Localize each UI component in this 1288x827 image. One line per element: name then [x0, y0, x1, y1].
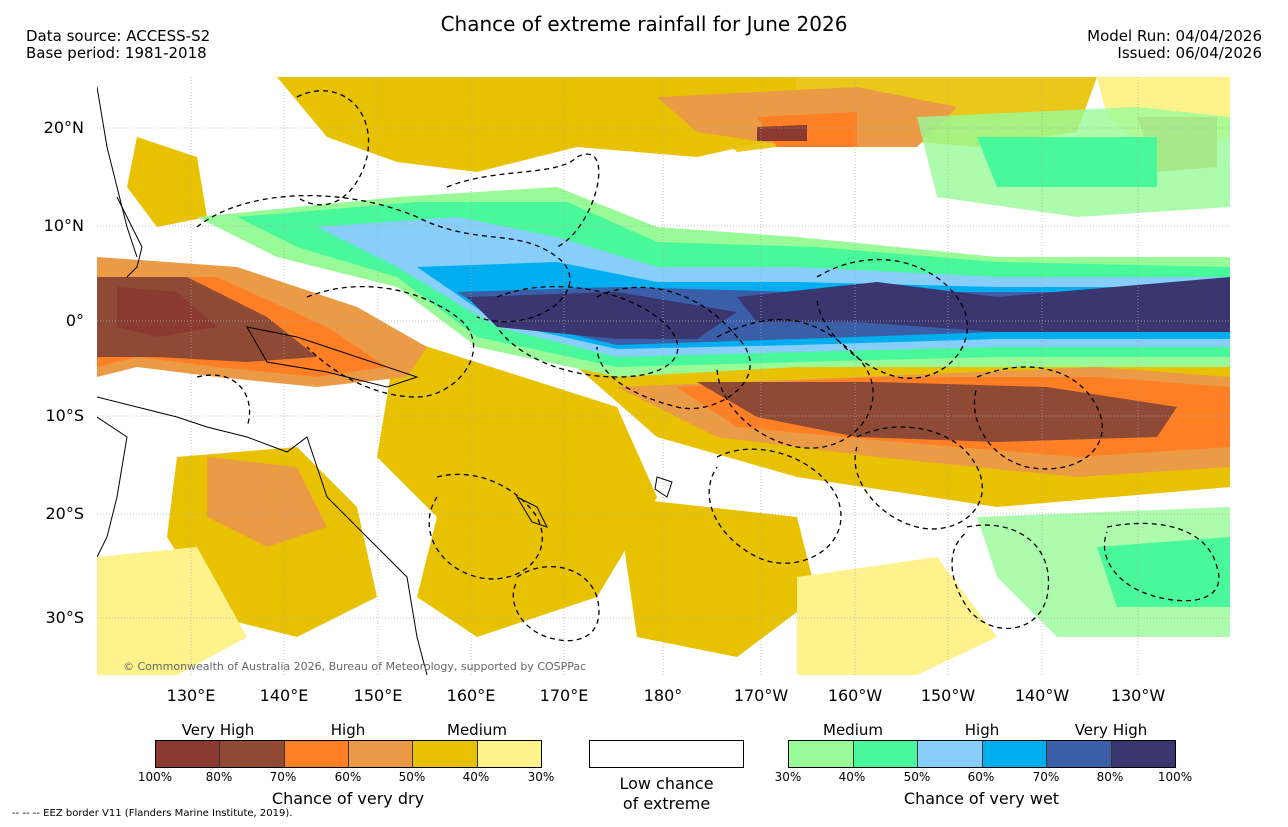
dry-tick: 60% [334, 770, 362, 784]
wet-tick: 50% [903, 770, 931, 784]
lon-label-130w: 130°W [1110, 686, 1166, 705]
lat-label-eq: 0° [65, 311, 84, 330]
model-run-text: Model Run: 04/04/2026 [1087, 27, 1262, 45]
wet-tick: 40% [838, 770, 866, 784]
data-source-text: Data source: ACCESS-S2 [26, 27, 211, 45]
wet-swatch-5 [1047, 741, 1112, 767]
map-canvas [97, 77, 1230, 675]
lon-label-160w: 160°W [827, 686, 883, 705]
low-chance-swatch [589, 740, 744, 768]
wet-swatch-6 [1111, 741, 1175, 767]
lon-label-170e: 170°E [539, 686, 589, 705]
wet-tick: 100% [1157, 770, 1193, 784]
wet-ticks: 30% 40% 50% 60% 70% 80% 100% [775, 770, 1193, 786]
header-right: Model Run: 04/04/2026 Issued: 06/04/2026 [1087, 28, 1262, 62]
wet-tick: 70% [1032, 770, 1060, 784]
lon-label-150w: 150°W [920, 686, 976, 705]
dry-swatch-5 [413, 741, 478, 767]
wet-tick: 60% [967, 770, 995, 784]
map-title: Chance of extreme rainfall for June 2026 [440, 12, 848, 36]
copyright-text: © Commonwealth of Australia 2026, Bureau… [123, 660, 587, 673]
wet-cat-high: High [964, 721, 1000, 739]
dry-caption: Chance of very dry [271, 789, 425, 808]
dry-swatch-4 [348, 741, 414, 767]
dry-tick: 40% [462, 770, 490, 784]
low-chance-line1: Low chance [619, 774, 714, 793]
rainfall-map [97, 77, 1230, 675]
dry-ticks: 100% 80% 70% 60% 50% 40% 30% [138, 770, 554, 786]
dry-cat-very-high: Very High [181, 721, 255, 739]
dry-swatch-6 [477, 741, 541, 767]
dry-tick: 100% [137, 770, 173, 784]
base-period-text: Base period: 1981-2018 [26, 44, 207, 62]
wet-colorbar [788, 740, 1176, 768]
dry-tick: 80% [205, 770, 233, 784]
dry-swatch-3 [284, 741, 349, 767]
eez-footnote: -- -- -- EEZ border V11 (Flanders Marine… [12, 808, 293, 819]
wet-swatch-2 [853, 741, 918, 767]
dry-tick: 30% [527, 770, 555, 784]
lon-label-170w: 170°W [733, 686, 789, 705]
lon-label-180: 180° [643, 686, 683, 705]
lat-label-20s: 20°S [45, 504, 84, 523]
dry-tick: 50% [398, 770, 426, 784]
wet-tick: 30% [774, 770, 802, 784]
wet-tick: 80% [1096, 770, 1124, 784]
wet-swatch-1 [789, 741, 854, 767]
eez-borders [196, 90, 1220, 642]
lon-label-130e: 130°E [166, 686, 216, 705]
lat-label-10s: 10°S [45, 406, 84, 425]
wet-cat-very-high: Very High [1074, 721, 1148, 739]
lon-label-140e: 140°E [259, 686, 309, 705]
low-chance-line2: of extreme [622, 794, 711, 813]
wet-veryhigh-zones [317, 217, 1230, 357]
dry-swatch-2 [220, 741, 285, 767]
coastlines [97, 86, 673, 675]
dry-cat-high: High [330, 721, 366, 739]
dry-veryhigh-zones [97, 125, 1177, 442]
low-chance-caption: Low chance of extreme [589, 774, 744, 814]
dry-swatch-1 [156, 741, 221, 767]
lat-label-20n: 20°N [43, 118, 84, 137]
wet-swatch-4 [982, 741, 1047, 767]
dry-cat-medium: Medium [447, 721, 507, 739]
issued-text: Issued: 06/04/2026 [1117, 44, 1262, 62]
lon-label-160e: 160°E [446, 686, 496, 705]
lon-label-140w: 140°W [1014, 686, 1070, 705]
wet-caption: Chance of very wet [903, 789, 1060, 808]
wet-swatch-3 [918, 741, 983, 767]
lat-label-10n: 10°N [43, 216, 84, 235]
lat-label-30s: 30°S [45, 608, 84, 627]
header-left: Data source: ACCESS-S2 Base period: 1981… [26, 28, 210, 62]
wet-cat-medium: Medium [823, 721, 883, 739]
lon-label-150e: 150°E [353, 686, 403, 705]
dry-tick: 70% [269, 770, 297, 784]
dry-colorbar [155, 740, 542, 768]
